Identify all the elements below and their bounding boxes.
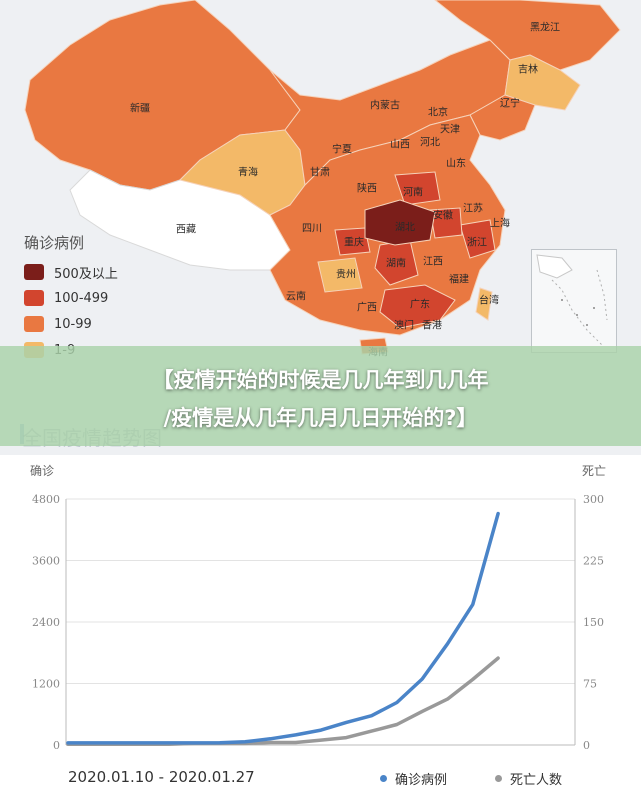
south-china-sea-inset: [531, 249, 617, 353]
label-gansu: 甘肃: [310, 167, 330, 179]
region-hubei: [364, 199, 436, 246]
region-taiwan: [475, 287, 493, 321]
label-taiwan: 台湾: [479, 295, 499, 307]
label-tianjin: 天津: [440, 124, 460, 136]
label-hunan: 湖南: [386, 258, 406, 270]
label-anhui: 安徽: [433, 210, 453, 222]
legend-deaths-label: 死亡人数: [510, 773, 563, 788]
banner-line-2: /疫情是从几年几月几日开始的?】: [163, 406, 478, 430]
map-legend-item: 100-499: [24, 285, 118, 311]
legend-deaths[interactable]: 死亡人数: [495, 769, 562, 788]
legend-label: 10-99: [54, 316, 92, 332]
region-henan: [394, 171, 441, 206]
y-left-tick-label: 1200: [32, 678, 60, 691]
banner-line-1: 【疫情开始的时候是几几年到几几年: [152, 368, 489, 392]
y-left-tick-label: 0: [53, 739, 60, 752]
region-anhui: [429, 207, 463, 239]
label-hebei: 河北: [420, 137, 440, 149]
label-xinjiang: 新疆: [130, 103, 150, 115]
legend-swatch: [24, 264, 44, 280]
label-hongkong: 香港: [422, 320, 442, 332]
trend-chart: 0 0 1200 75 2400 150 3600 225 4800 300 确诊 死亡: [30, 464, 606, 752]
label-shandong: 山东: [446, 158, 466, 170]
map-legend: 确诊病例 500及以上 100-499 10-99 1-9: [24, 232, 118, 363]
label-zhejiang: 浙江: [467, 237, 487, 249]
y-right-tick-label: 225: [583, 555, 604, 568]
y-right-tick-label: 150: [583, 616, 604, 629]
y-right-tick-label: 0: [583, 739, 590, 752]
label-chongqing: 重庆: [344, 237, 364, 249]
y-left-tick-label: 2400: [32, 616, 60, 629]
label-jiangsu: 江苏: [463, 203, 483, 215]
label-xizang: 西藏: [176, 224, 196, 236]
label-heilongjiang: 黑龙江: [530, 22, 560, 34]
trend-chart-panel: 0 0 1200 75 2400 150 3600 225 4800 300 确诊 死亡 2020…: [0, 455, 641, 794]
inset-islands: [536, 254, 608, 346]
label-shanxi: 山西: [390, 139, 410, 151]
chart-date-range: 2020.01.10 - 2020.01.27: [68, 768, 255, 786]
label-guizhou: 贵州: [336, 269, 356, 281]
label-jiangxi: 江西: [423, 256, 443, 268]
map-legend-item: 500及以上: [24, 259, 118, 285]
y-right-axis-title: 死亡: [582, 464, 606, 478]
legend-confirmed[interactable]: 确诊病例: [380, 769, 447, 788]
label-liaoning: 辽宁: [500, 98, 520, 110]
legend-swatch: [24, 290, 44, 306]
region-zhejiang: [459, 219, 496, 259]
label-yunnan: 云南: [286, 291, 306, 303]
label-neimenggu: 内蒙古: [370, 100, 400, 112]
china-map-panel: 黑龙江 吉林 辽宁 新疆 内蒙古 北京 天津 山西 河北 宁夏 青海 甘肃 山东…: [0, 0, 641, 455]
label-sichuan: 四川: [302, 223, 322, 235]
series-line-confirmed: [66, 511, 500, 745]
y-right-tick-label: 300: [583, 493, 604, 506]
legend-swatch: [24, 316, 44, 332]
label-fujian: 福建: [449, 274, 469, 286]
label-guangxi: 广西: [357, 302, 377, 314]
legend-label: 500及以上: [54, 266, 118, 282]
legend-dot-icon: [380, 775, 387, 782]
map-legend-title: 确诊病例: [24, 234, 85, 252]
series-line-deaths: [66, 656, 500, 746]
chart-series: [66, 511, 500, 746]
y-left-tick-label: 4800: [32, 493, 60, 506]
label-guangdong: 广东: [410, 299, 430, 311]
region-guangdong: [379, 284, 456, 329]
label-qinghai: 青海: [238, 167, 258, 179]
y-left-axis-title: 确诊: [30, 464, 54, 478]
legend-confirmed-label: 确诊病例: [395, 773, 448, 788]
label-ningxia: 宁夏: [332, 144, 352, 156]
label-henan: 河南: [403, 187, 423, 199]
title-banner: 【疫情开始的时候是几几年到几几年 /疫情是从几年几月几日开始的?】: [0, 346, 641, 446]
y-right-tick-label: 75: [583, 678, 597, 691]
chart-axes: 0 0 1200 75 2400 150 3600 225 4800 300: [32, 493, 604, 752]
legend-dot-icon: [495, 775, 502, 782]
label-macau: 澳门: [394, 320, 414, 332]
region-chongqing: [334, 227, 371, 256]
map-legend-item: 10-99: [24, 311, 118, 337]
chart-grid: [66, 498, 575, 746]
label-shanghai: 上海: [490, 218, 510, 230]
legend-label: 100-499: [54, 290, 109, 306]
label-shaanxi: 陕西: [357, 183, 377, 195]
region-guizhou: [317, 257, 363, 293]
y-left-tick-label: 3600: [32, 555, 60, 568]
label-jilin: 吉林: [518, 64, 538, 76]
label-beijing: 北京: [428, 107, 448, 119]
label-hubei: 湖北: [395, 222, 415, 234]
